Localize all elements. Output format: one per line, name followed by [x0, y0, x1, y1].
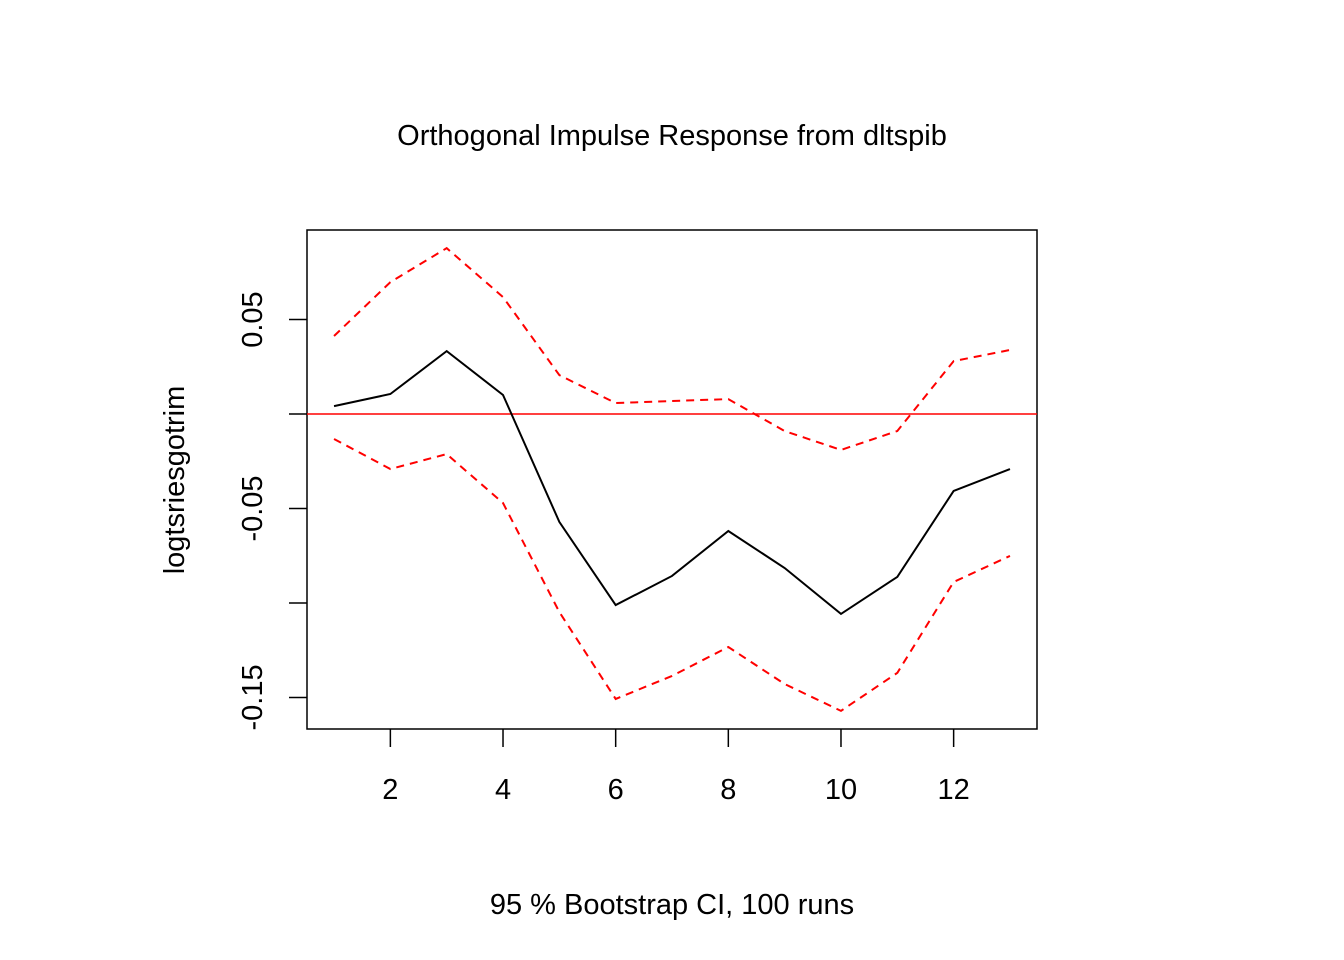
- plot-frame: [306, 229, 1038, 730]
- series-line-upper: [333, 246, 1011, 451]
- x-tick-label: 4: [495, 774, 511, 806]
- y-tick-label: -0.05: [237, 475, 269, 541]
- chart-title: Orthogonal Impulse Response from dltspib: [397, 120, 947, 152]
- x-tick-label: 8: [720, 774, 736, 806]
- y-tick-label: -0.15: [237, 664, 269, 730]
- y-tick-label: 0.05: [237, 291, 269, 347]
- x-tick-label: 10: [825, 774, 857, 806]
- x-axis-label: 95 % Bootstrap CI, 100 runs: [490, 889, 854, 921]
- x-tick-label: 2: [382, 774, 398, 806]
- x-tick-label: 12: [938, 774, 970, 806]
- y-axis-label: logtsriesgotrim: [159, 386, 191, 575]
- series-line-response: [333, 349, 1011, 616]
- x-tick-label: 6: [608, 774, 624, 806]
